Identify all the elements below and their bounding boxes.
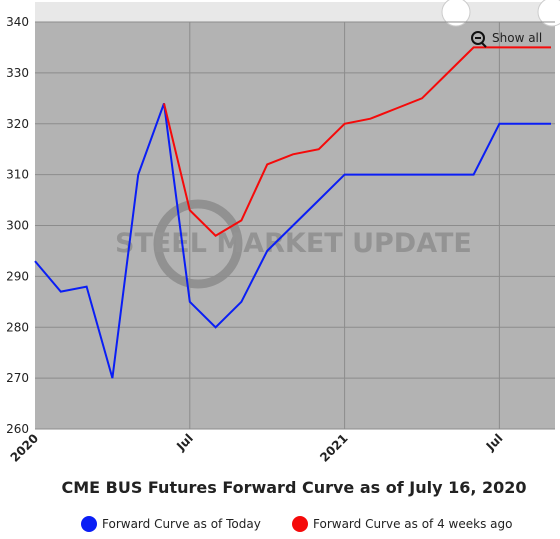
x-tick-label: 2021: [317, 431, 351, 465]
watermark: STEEL MARKET UPDATE: [115, 199, 472, 289]
legend-marker: [292, 516, 308, 532]
button-label[interactable]: Show all: [492, 31, 542, 45]
y-tick-label: 280: [6, 320, 29, 334]
y-tick-label: 290: [6, 269, 29, 283]
y-tick-label: 340: [6, 15, 29, 29]
series-line: [163, 46, 551, 237]
y-tick-label: 320: [6, 117, 29, 131]
y-tick-label: 270: [6, 371, 29, 385]
watermark-logo: [153, 199, 243, 289]
chart-title: CME BUS Futures Forward Curve as of July…: [61, 478, 526, 497]
x-tick-label: 2020: [8, 431, 42, 465]
y-tick-label: 310: [6, 168, 29, 182]
y-tick-label: 300: [6, 219, 29, 233]
legend-label: Forward Curve as of 4 weeks ago: [313, 517, 512, 531]
navigator-handle[interactable]: [537, 0, 560, 27]
show-all-button[interactable]: Show all: [471, 31, 542, 48]
x-tick-label: Jul: [483, 431, 506, 454]
watermark-text: STEEL MARKET UPDATE: [115, 228, 472, 259]
navigator-handle[interactable]: [441, 0, 471, 27]
y-tick-label: 260: [6, 422, 29, 436]
x-tick-label: Jul: [173, 431, 196, 454]
series-line: [34, 103, 551, 379]
zoom-icon: [481, 42, 487, 48]
y-tick-label: 330: [6, 66, 29, 80]
navigator-bar[interactable]: [35, 2, 555, 22]
legend-marker: [81, 516, 97, 532]
legend-label: Forward Curve as of Today: [102, 517, 261, 531]
zoom-icon: [471, 31, 485, 45]
